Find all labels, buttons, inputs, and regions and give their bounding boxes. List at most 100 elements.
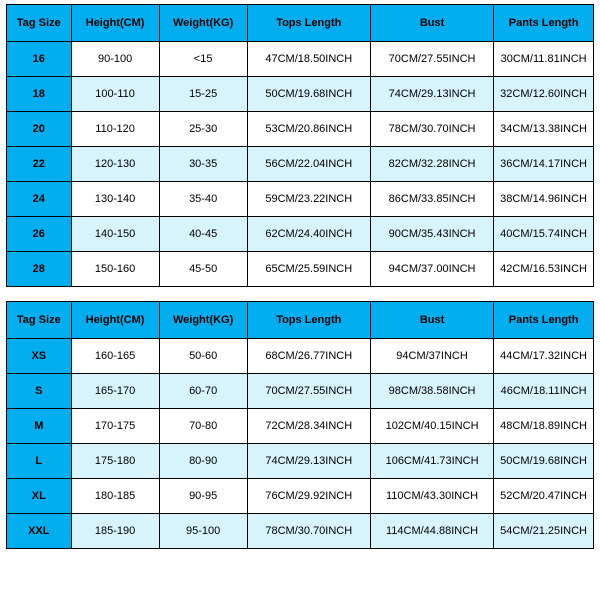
cell-value: 76CM/29.92INCH — [247, 479, 370, 514]
cell-tag-size: S — [7, 374, 72, 409]
cell-tag-size: 18 — [7, 77, 72, 112]
cell-value: 86CM/33.85INCH — [370, 182, 493, 217]
cell-value: 30-35 — [159, 147, 247, 182]
cell-value: 185-190 — [71, 514, 159, 549]
cell-tag-size: M — [7, 409, 72, 444]
cell-value: 120-130 — [71, 147, 159, 182]
cell-tag-size: 26 — [7, 217, 72, 252]
cell-value: 53CM/20.86INCH — [247, 112, 370, 147]
table-row: 18100-11015-2550CM/19.68INCH74CM/29.13IN… — [7, 77, 594, 112]
cell-value: 74CM/29.13INCH — [370, 77, 493, 112]
cell-value: 32CM/12.60INCH — [494, 77, 594, 112]
cell-value: 30CM/11.81INCH — [494, 42, 594, 77]
cell-value: 44CM/17.32INCH — [494, 339, 594, 374]
table-row: L175-18080-9074CM/29.13INCH106CM/41.73IN… — [7, 444, 594, 479]
cell-value: 46CM/18.11INCH — [494, 374, 594, 409]
table-row: S165-17060-7070CM/27.55INCH98CM/38.58INC… — [7, 374, 594, 409]
cell-value: 110CM/43.30INCH — [370, 479, 493, 514]
cell-value: 40-45 — [159, 217, 247, 252]
cell-value: 50CM/19.68INCH — [247, 77, 370, 112]
cell-tag-size: XS — [7, 339, 72, 374]
col-tag-size: Tag Size — [7, 5, 72, 42]
cell-value: 102CM/40.15INCH — [370, 409, 493, 444]
col-tag-size: Tag Size — [7, 302, 72, 339]
cell-value: 90CM/35.43INCH — [370, 217, 493, 252]
cell-value: 90-95 — [159, 479, 247, 514]
table-row: XS160-16550-6068CM/26.77INCH94CM/37INCH4… — [7, 339, 594, 374]
cell-value: 45-50 — [159, 252, 247, 287]
table-row: 20110-12025-3053CM/20.86INCH78CM/30.70IN… — [7, 112, 594, 147]
cell-value: 60-70 — [159, 374, 247, 409]
cell-value: 70CM/27.55INCH — [247, 374, 370, 409]
table-header-row: Tag Size Height(CM) Weight(KG) Tops Leng… — [7, 302, 594, 339]
cell-value: 82CM/32.28INCH — [370, 147, 493, 182]
size-chart-adult: Tag Size Height(CM) Weight(KG) Tops Leng… — [6, 301, 594, 549]
cell-value: 40CM/15.74INCH — [494, 217, 594, 252]
cell-value: 70CM/27.55INCH — [370, 42, 493, 77]
cell-value: 90-100 — [71, 42, 159, 77]
cell-value: 114CM/44.88INCH — [370, 514, 493, 549]
col-tops-length: Tops Length — [247, 302, 370, 339]
table-row: 22120-13030-3556CM/22.04INCH82CM/32.28IN… — [7, 147, 594, 182]
cell-value: 59CM/23.22INCH — [247, 182, 370, 217]
col-bust: Bust — [370, 5, 493, 42]
col-weight: Weight(KG) — [159, 302, 247, 339]
table-row: 26140-15040-4562CM/24.40INCH90CM/35.43IN… — [7, 217, 594, 252]
cell-value: 150-160 — [71, 252, 159, 287]
table-row: XXL185-19095-10078CM/30.70INCH114CM/44.8… — [7, 514, 594, 549]
cell-value: 100-110 — [71, 77, 159, 112]
cell-value: 74CM/29.13INCH — [247, 444, 370, 479]
col-pants-length: Pants Length — [494, 5, 594, 42]
cell-value: 50CM/19.68INCH — [494, 444, 594, 479]
cell-value: 78CM/30.70INCH — [370, 112, 493, 147]
table-row: 24130-14035-4059CM/23.22INCH86CM/33.85IN… — [7, 182, 594, 217]
table-gap — [6, 287, 594, 301]
size-chart-kids: Tag Size Height(CM) Weight(KG) Tops Leng… — [6, 4, 594, 287]
cell-value: 180-185 — [71, 479, 159, 514]
col-weight: Weight(KG) — [159, 5, 247, 42]
cell-value: 35-40 — [159, 182, 247, 217]
cell-value: 68CM/26.77INCH — [247, 339, 370, 374]
cell-value: 110-120 — [71, 112, 159, 147]
cell-value: <15 — [159, 42, 247, 77]
cell-value: 47CM/18.50INCH — [247, 42, 370, 77]
cell-value: 140-150 — [71, 217, 159, 252]
cell-tag-size: 24 — [7, 182, 72, 217]
cell-tag-size: XL — [7, 479, 72, 514]
cell-value: 42CM/16.53INCH — [494, 252, 594, 287]
cell-value: 160-165 — [71, 339, 159, 374]
cell-value: 130-140 — [71, 182, 159, 217]
table-row: 1690-100<1547CM/18.50INCH70CM/27.55INCH3… — [7, 42, 594, 77]
table-header-row: Tag Size Height(CM) Weight(KG) Tops Leng… — [7, 5, 594, 42]
cell-value: 175-180 — [71, 444, 159, 479]
cell-value: 170-175 — [71, 409, 159, 444]
cell-value: 52CM/20.47INCH — [494, 479, 594, 514]
table-row: 28150-16045-5065CM/25.59INCH94CM/37.00IN… — [7, 252, 594, 287]
cell-value: 25-30 — [159, 112, 247, 147]
cell-value: 36CM/14.17INCH — [494, 147, 594, 182]
cell-tag-size: XXL — [7, 514, 72, 549]
col-bust: Bust — [370, 302, 493, 339]
cell-tag-size: 22 — [7, 147, 72, 182]
col-pants-length: Pants Length — [494, 302, 594, 339]
cell-value: 56CM/22.04INCH — [247, 147, 370, 182]
cell-value: 95-100 — [159, 514, 247, 549]
cell-value: 106CM/41.73INCH — [370, 444, 493, 479]
cell-tag-size: 28 — [7, 252, 72, 287]
cell-value: 70-80 — [159, 409, 247, 444]
cell-value: 80-90 — [159, 444, 247, 479]
table-row: M170-17570-8072CM/28.34INCH102CM/40.15IN… — [7, 409, 594, 444]
col-tops-length: Tops Length — [247, 5, 370, 42]
cell-value: 78CM/30.70INCH — [247, 514, 370, 549]
cell-value: 38CM/14.96INCH — [494, 182, 594, 217]
table-row: XL180-18590-9576CM/29.92INCH110CM/43.30I… — [7, 479, 594, 514]
cell-value: 54CM/21.25INCH — [494, 514, 594, 549]
cell-value: 48CM/18.89INCH — [494, 409, 594, 444]
cell-value: 94CM/37INCH — [370, 339, 493, 374]
cell-value: 98CM/38.58INCH — [370, 374, 493, 409]
cell-value: 94CM/37.00INCH — [370, 252, 493, 287]
cell-value: 165-170 — [71, 374, 159, 409]
cell-tag-size: 16 — [7, 42, 72, 77]
col-height: Height(CM) — [71, 5, 159, 42]
col-height: Height(CM) — [71, 302, 159, 339]
